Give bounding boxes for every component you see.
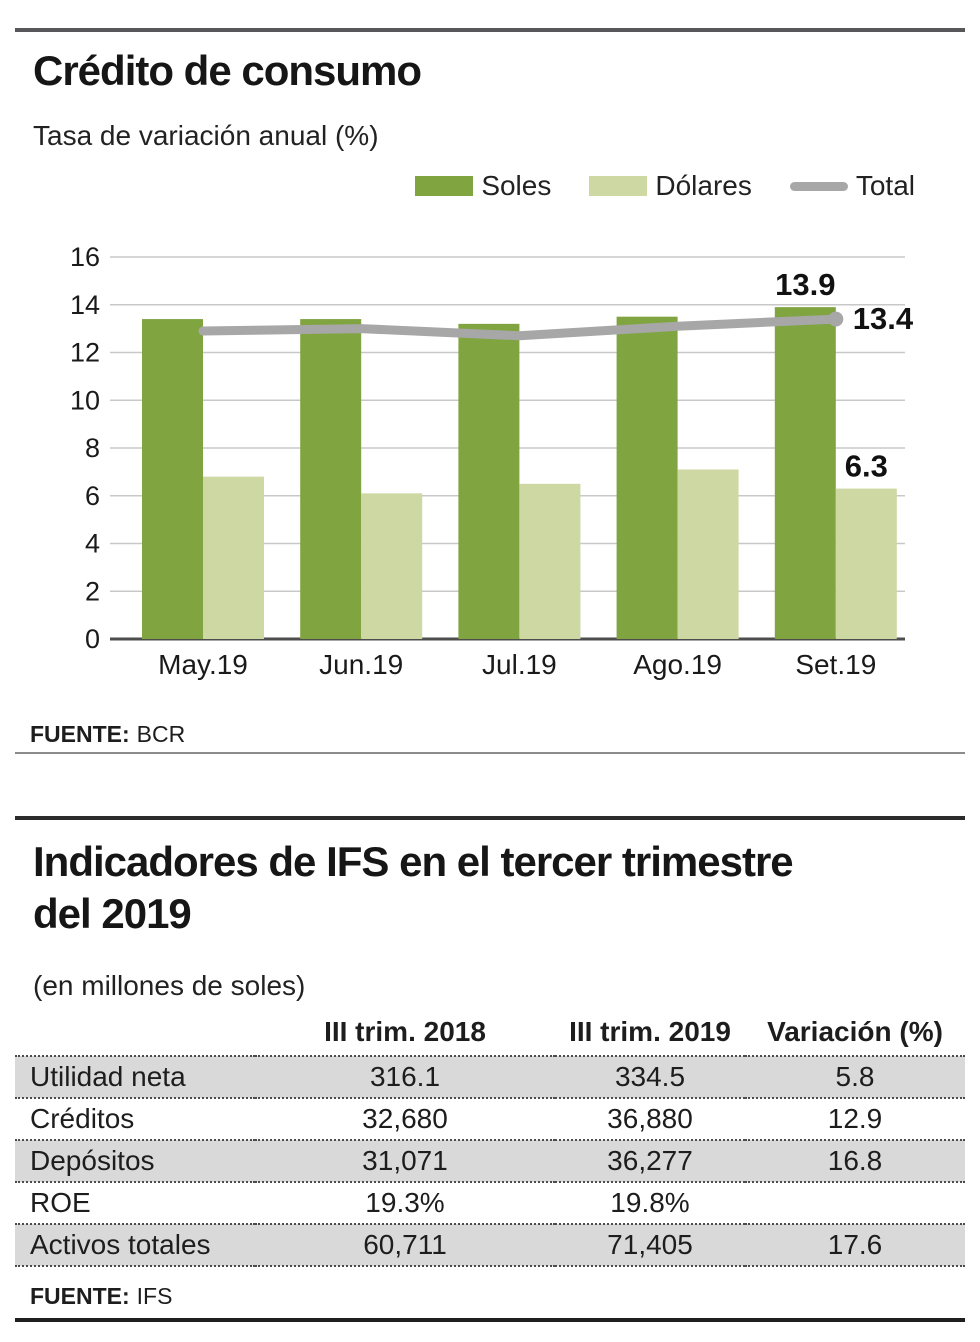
indicators-table: III trim. 2018 III trim. 2019 Variación (%… [15, 1012, 965, 1267]
table-title-line1: Indicadores de IFS en el tercer trimestr… [33, 838, 794, 885]
table-row-depsitos: Depósitos 31,071 36,277 16.8 [15, 1139, 965, 1182]
cell-value: 36,880 [555, 1097, 745, 1140]
table-row-activostotales: Activos totales 60,711 71,405 17.6 [15, 1223, 965, 1267]
data-label-soles: 13.9 [775, 267, 835, 302]
table-title-line2: del 2019 [33, 890, 192, 937]
cell-value: 5.8 [745, 1055, 965, 1098]
legend-swatch-dlares [589, 176, 648, 196]
bar-line-chart: 0 2 4 6 8 10 12 14 16 May.19 Jun.19 Jul.19 Ago.19 Set… [0, 227, 965, 687]
y-tick-label: 4 [85, 529, 100, 559]
x-tick-label-set19: Set.19 [795, 649, 876, 680]
column-header: Variación (%) [767, 1016, 943, 1047]
cell-value [745, 1181, 965, 1224]
cell-value: 17.6 [745, 1223, 965, 1267]
y-tick-label: 2 [85, 576, 100, 606]
y-tick-label: 12 [70, 338, 100, 368]
source-note-bcr: FUENTE: BCR [30, 721, 965, 748]
section-rule [15, 816, 965, 820]
x-tick-label-jul19: Jul.19 [482, 649, 557, 680]
chart-title: Crédito de consumo [33, 47, 422, 94]
row-label: Utilidad neta [15, 1055, 255, 1098]
legend-item-dlares: Dólares [589, 170, 752, 202]
bar-dlares-ago19 [677, 469, 739, 639]
row-label: Activos totales [15, 1223, 255, 1267]
table-row-utilidadneta: Utilidad neta 316.1 334.5 5.8 [15, 1055, 965, 1098]
source-value: IFS [136, 1283, 173, 1309]
bar-soles-set19 [774, 307, 836, 639]
chart-canvas: 0 2 4 6 8 10 12 14 16 May.19 Jun.19 Jul.19 Ago.19 Set… [70, 242, 914, 680]
bar-dlares-jun19 [361, 493, 423, 639]
row-label: Depósitos [15, 1139, 255, 1182]
cell-value: 12.9 [745, 1097, 965, 1140]
source-value: BCR [136, 721, 186, 747]
source-note-ifs: FUENTE: IFS [30, 1283, 965, 1310]
table-row-crditos: Créditos 32,680 36,880 12.9 [15, 1097, 965, 1140]
row-label: Créditos [15, 1097, 255, 1140]
y-tick-label: 14 [70, 290, 100, 320]
cell-value: 334.5 [555, 1055, 745, 1098]
bar-dlares-set19 [835, 488, 897, 639]
infographic-page: Crédito de consumo Tasa de variación anu… [0, 28, 980, 1322]
table-title: Indicadores de IFS en el tercer trimestr… [33, 836, 965, 940]
cell-value: 316.1 [255, 1055, 555, 1098]
bar-soles-may19 [142, 319, 203, 639]
bar-soles-ago19 [616, 316, 678, 639]
y-tick-label: 8 [85, 433, 100, 463]
legend-swatch-total [789, 181, 848, 191]
ifs-indicators-section: Indicadores de IFS en el tercer trimestr… [15, 836, 965, 1322]
x-tick-label-ago19: Ago.19 [633, 649, 722, 680]
bar-soles-jun19 [300, 319, 362, 639]
y-tick-label: 10 [70, 385, 100, 415]
bar-dlares-may19 [203, 476, 264, 639]
header-empty [15, 1012, 255, 1056]
x-tick-label-jun19: Jun.19 [319, 649, 403, 680]
source-label: FUENTE: [30, 721, 130, 747]
legend-label: Dólares [655, 170, 752, 201]
chart-legend: Soles Dólares Total [15, 170, 915, 202]
line-total [198, 314, 841, 341]
cell-value: 19.3% [255, 1181, 555, 1224]
line-total-endpoint [828, 311, 844, 327]
divider-thin-rule [15, 752, 965, 754]
top-rule [15, 28, 965, 32]
cell-value: 36,277 [555, 1139, 745, 1182]
y-tick-label: 0 [85, 624, 100, 654]
bar-dlares-jul19 [519, 483, 581, 639]
data-label-dlares: 6.3 [845, 449, 888, 484]
data-label-total: 13.4 [853, 301, 914, 336]
legend-label: Total [855, 170, 915, 201]
x-tick-label-may19: May.19 [158, 649, 248, 680]
source-label: FUENTE: [30, 1283, 130, 1309]
table-header-row: III trim. 2018 III trim. 2019 Variación (%… [15, 1012, 965, 1056]
table-header-row: III trim. 2018 III trim. 2019 Variación (%… [15, 1012, 965, 1056]
chart-subtitle: Tasa de variación anual (%) [33, 120, 379, 151]
legend-label: Soles [481, 170, 552, 201]
row-label: ROE [15, 1181, 255, 1224]
cell-value: 31,071 [255, 1139, 555, 1182]
cell-value: 32,680 [255, 1097, 555, 1140]
bottom-rule [15, 1318, 965, 1322]
table-row-roe: ROE 19.3% 19.8% [15, 1181, 965, 1224]
cell-value: 19.8% [555, 1181, 745, 1224]
table-body: Utilidad neta 316.1 334.5 5.8 Créditos 32,680… [15, 1055, 965, 1267]
legend-item-soles: Soles [415, 170, 551, 202]
cell-value: 71,405 [555, 1223, 745, 1267]
bar-soles-jul19 [458, 323, 520, 639]
y-tick-label: 16 [70, 242, 100, 272]
column-header: III trim. 2018 [324, 1016, 486, 1047]
legend-item-total: Total [789, 170, 915, 202]
y-tick-label: 6 [85, 481, 100, 511]
cell-value: 16.8 [745, 1139, 965, 1182]
column-header: III trim. 2019 [569, 1016, 731, 1047]
consumer-credit-section: Crédito de consumo Tasa de variación anu… [15, 48, 965, 754]
table-subtitle: (en millones de soles) [33, 970, 306, 1001]
cell-value: 60,711 [255, 1223, 555, 1267]
legend-swatch-soles [415, 176, 474, 196]
